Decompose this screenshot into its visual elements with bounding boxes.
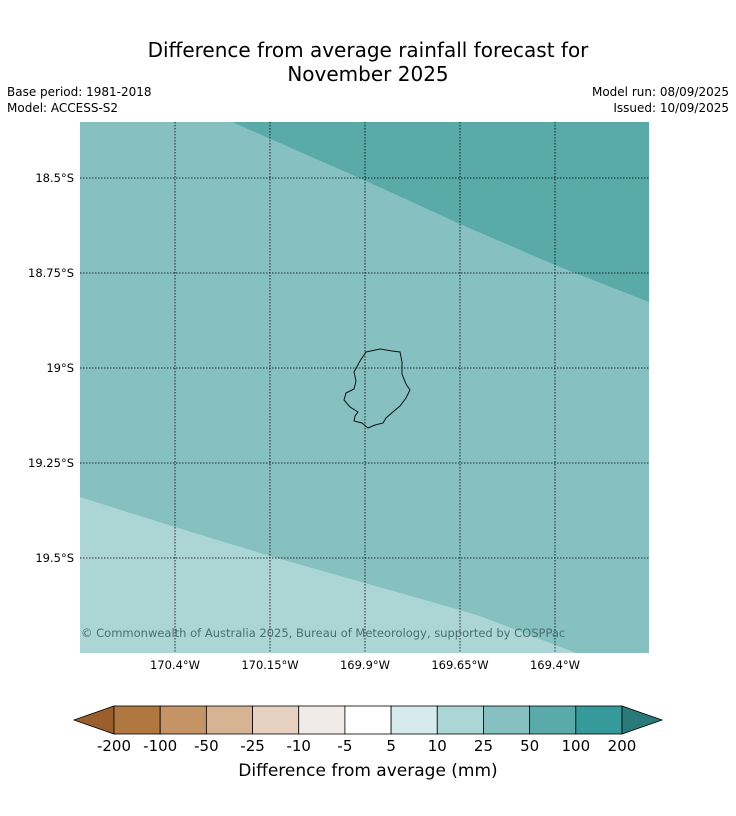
- colorbar-tick-label: -25: [240, 737, 265, 755]
- colorbar-tick-label: -10: [286, 737, 311, 755]
- lon-label: 169.65°W: [431, 658, 488, 672]
- lat-label: 18.5°S: [35, 171, 74, 185]
- island-outline: [343, 348, 411, 429]
- colorbar-extend-high: [621, 705, 664, 735]
- colorbar-segment: [575, 705, 623, 735]
- colorbar-tick-label: -100: [143, 737, 177, 755]
- map-panel: © Commonwealth of Australia 2025, Bureau…: [80, 122, 649, 653]
- lat-label: 18.75°S: [28, 266, 74, 280]
- model-run: Model run: 08/09/2025: [591, 85, 729, 99]
- colorbar-segment: [344, 705, 392, 735]
- colorbar-tick-label: 200: [608, 737, 637, 755]
- lon-label: 169.9°W: [340, 658, 390, 672]
- region-25-50mm: [80, 497, 576, 653]
- colorbar-segment: [113, 705, 161, 735]
- copyright-notice: © Commonwealth of Australia 2025, Bureau…: [81, 626, 565, 640]
- meta-right: Model run: 08/09/2025 Issued: 10/09/2025: [592, 84, 729, 116]
- graticule: [80, 122, 649, 653]
- issued-date: Issued: 10/09/2025: [613, 101, 729, 115]
- lat-labels: 18.5°S 18.75°S 19°S 19.25°S 19.5°S: [28, 171, 74, 565]
- meta-left: Base period: 1981-2018 Model: ACCESS-S2: [7, 84, 152, 116]
- colorbar-tick-label: -5: [337, 737, 352, 755]
- lon-labels: 170.4°W 170.15°W 169.9°W 169.65°W 169.4°…: [150, 658, 580, 672]
- lon-label: 170.4°W: [150, 658, 200, 672]
- colorbar-segment: [529, 705, 577, 735]
- colorbar-tick-label: 25: [474, 737, 493, 755]
- colorbar-tick-label: -50: [194, 737, 219, 755]
- colorbar-tick-label: 50: [520, 737, 539, 755]
- region-100-200mm: [232, 122, 649, 302]
- colorbar-extend-low: [72, 705, 115, 735]
- colorbar-segment: [252, 705, 300, 735]
- colorbar-segment: [205, 705, 253, 735]
- lat-label: 19°S: [46, 361, 74, 375]
- colorbar: -200 -100 -50 -25 -10 -5 5 10 25 50 100 200: [72, 705, 664, 755]
- colorbar-segment: [390, 705, 438, 735]
- lat-label: 19.5°S: [35, 551, 74, 565]
- colorbar-segment: [483, 705, 531, 735]
- colorbar-segment: [298, 705, 346, 735]
- colorbar-tick-label: 5: [386, 737, 396, 755]
- colorbar-segment: [159, 705, 207, 735]
- colorbar-segment: [436, 705, 484, 735]
- colorbar-tick-label: -200: [97, 737, 131, 755]
- map-title: Difference from average rainfall forecas…: [0, 38, 736, 86]
- title-line-1: Difference from average rainfall forecas…: [147, 38, 589, 62]
- model-name: Model: ACCESS-S2: [7, 101, 119, 115]
- base-period: Base period: 1981-2018: [7, 85, 152, 99]
- colorbar-tick-label: 100: [561, 737, 590, 755]
- lat-label: 19.25°S: [28, 456, 74, 470]
- lon-label: 170.15°W: [241, 658, 298, 672]
- lon-label: 169.4°W: [530, 658, 580, 672]
- colorbar-tick-label: 10: [428, 737, 447, 755]
- colorbar-label: Difference from average (mm): [238, 761, 498, 781]
- title-line-2: November 2025: [287, 62, 449, 86]
